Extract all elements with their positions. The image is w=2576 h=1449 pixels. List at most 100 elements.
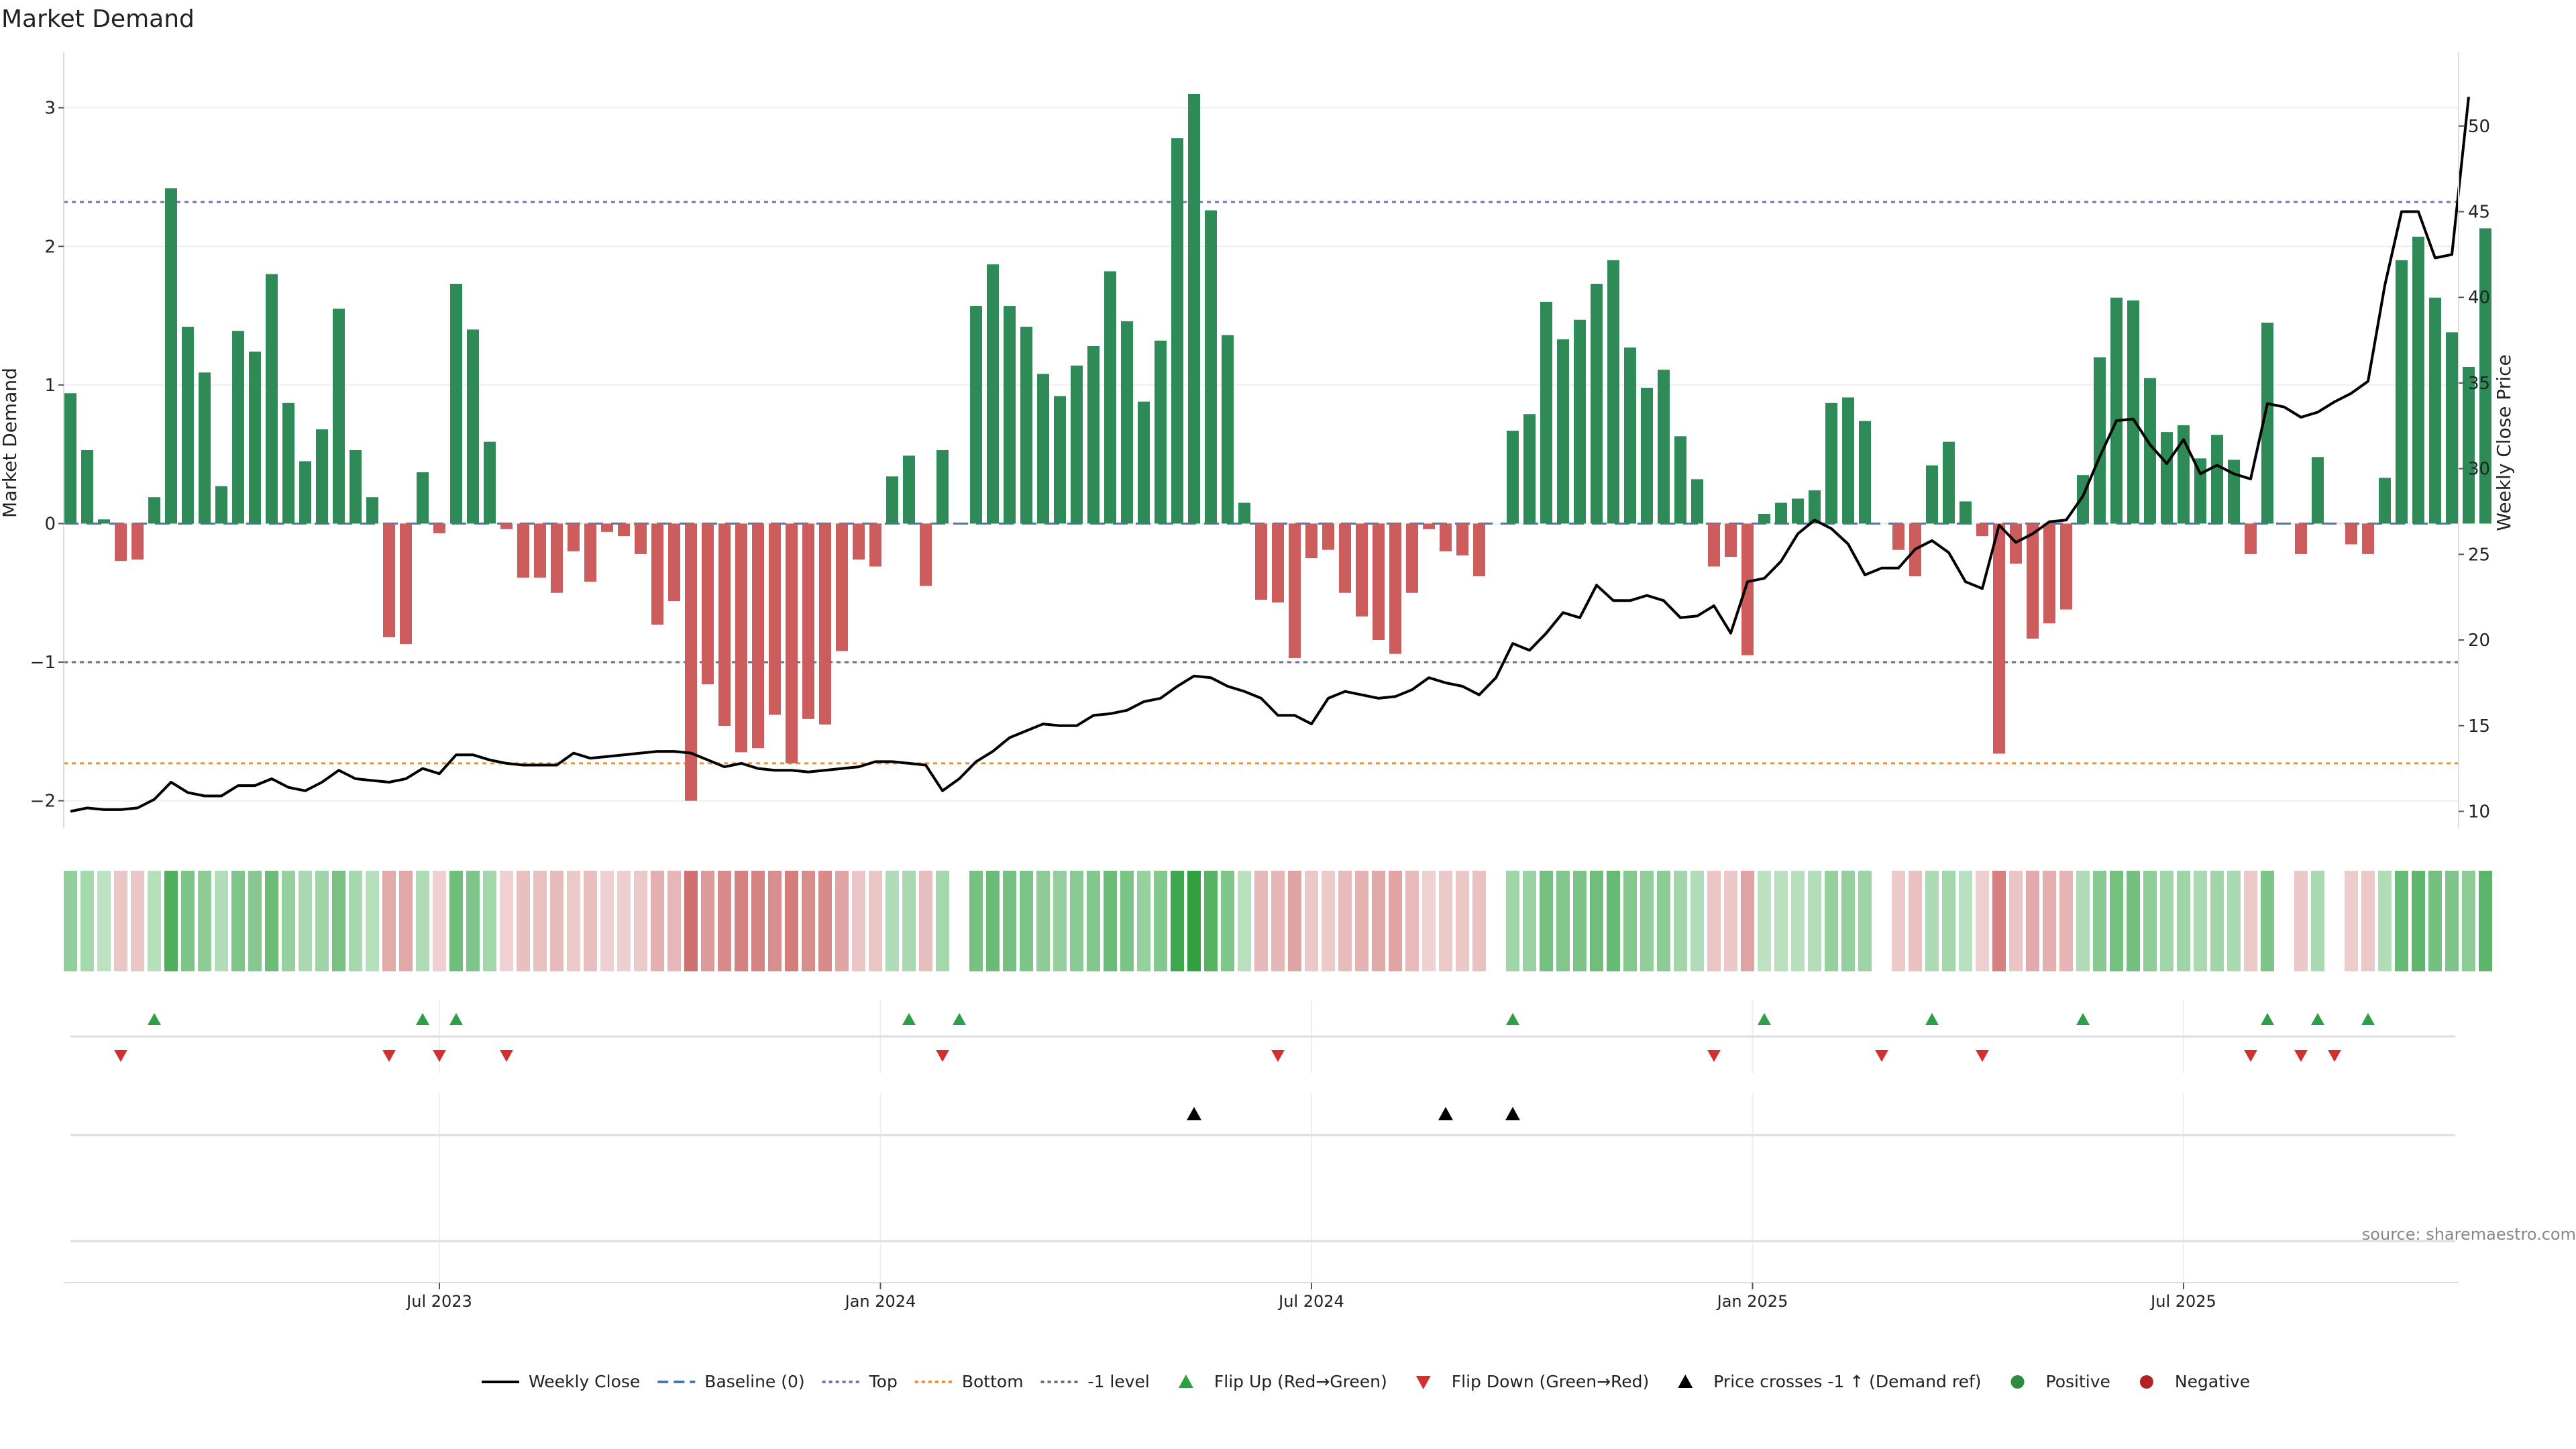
demand-bar <box>2362 523 2374 553</box>
demand-bar <box>1658 370 1670 523</box>
legend-label: Positive <box>2046 1372 2110 1391</box>
flip-up-marker <box>416 1013 429 1025</box>
heat-cell <box>1808 871 1821 971</box>
demand-bar <box>802 523 814 718</box>
heat-cell <box>2143 871 2157 971</box>
demand-bar <box>1943 442 1955 524</box>
heat-cell <box>198 871 211 971</box>
legend-label: -1 level <box>1088 1372 1150 1391</box>
heat-cell <box>2009 871 2023 971</box>
heat-cell <box>1355 871 1368 971</box>
heat-cell <box>1959 871 1972 971</box>
demand-bar <box>1607 260 1619 524</box>
demand-bar <box>249 352 261 523</box>
right-tick-label: 30 <box>2468 460 2490 480</box>
legend-item: Flip Up (Red→Green) <box>1179 1372 1387 1391</box>
demand-bar <box>635 523 647 553</box>
demand-bar <box>1171 138 1183 523</box>
right-tick-label: 20 <box>2468 631 2490 651</box>
heat-cell <box>416 871 429 971</box>
demand-bar <box>1775 502 1787 523</box>
heat-cell <box>1909 871 1922 971</box>
demand-bar <box>131 523 144 559</box>
heat-cell <box>215 871 228 971</box>
demand-bar <box>2295 523 2307 553</box>
demand-bar <box>500 523 513 529</box>
demand-bar <box>299 461 311 523</box>
heat-cell <box>567 871 580 971</box>
legend-item: Baseline (0) <box>657 1372 804 1391</box>
legend: Weekly Close Baseline (0) Top Bottom -1 leve… <box>482 1372 2250 1391</box>
demand-bar <box>853 523 865 559</box>
legend-item: Positive <box>2011 1372 2110 1391</box>
heat-cell <box>2059 871 2073 971</box>
demand-bar <box>2094 358 2106 524</box>
demand-bar <box>165 188 177 523</box>
demand-bars <box>64 94 2491 801</box>
heat-cell <box>2160 871 2174 971</box>
heat-cell <box>835 871 849 971</box>
heat-cell <box>1841 871 1855 971</box>
demand-bar <box>383 523 395 637</box>
demand-bar <box>685 523 697 800</box>
demand-bar <box>2077 475 2089 523</box>
demand-bar <box>2027 523 2039 638</box>
heat-cell <box>869 871 882 971</box>
demand-bar <box>1976 523 1988 536</box>
heat-cell <box>1623 871 1637 971</box>
legend-label: Price crosses -1 ↑ (Demand ref) <box>1713 1372 1981 1391</box>
flip-up-marker <box>2076 1013 2090 1025</box>
demand-bar <box>2312 457 2324 523</box>
demand-bar <box>1741 523 1754 655</box>
heat-cell <box>1674 871 1687 971</box>
legend-label: Weekly Close <box>529 1372 640 1391</box>
flip-panel <box>70 1000 2455 1073</box>
demand-bar <box>1456 523 1468 555</box>
right-tick-label: 40 <box>2468 288 2490 308</box>
heat-cell <box>2345 871 2358 971</box>
heat-cell <box>1154 871 1167 971</box>
flip-down-marker <box>2328 1050 2341 1062</box>
legend-swatch-triangle-up <box>1678 1375 1693 1388</box>
demand-bar <box>651 523 663 625</box>
heat-cell <box>1892 871 1905 971</box>
flip-down-marker <box>114 1050 127 1062</box>
heat-cell <box>1774 871 1788 971</box>
legend-swatch-circle <box>2140 1375 2153 1389</box>
demand-bar <box>987 264 999 523</box>
demand-bar <box>1507 431 1519 523</box>
heat-cell <box>1758 871 1771 971</box>
heat-cell <box>449 871 463 971</box>
legend-label: Negative <box>2175 1372 2250 1391</box>
heat-cell <box>768 871 782 971</box>
heat-cell <box>265 871 278 971</box>
heat-cell <box>1791 871 1805 971</box>
flip-down-marker <box>1271 1050 1285 1062</box>
heat-cell <box>735 871 748 971</box>
heat-cell <box>1053 871 1067 971</box>
heat-cell <box>1087 871 1100 971</box>
demand-bar <box>534 523 546 578</box>
demand-bar <box>81 450 93 524</box>
heat-cell <box>1976 871 1989 971</box>
demand-bar <box>786 523 798 763</box>
heat-cell <box>500 871 513 971</box>
demand-bar <box>1289 523 1301 657</box>
heat-cell <box>2227 871 2241 971</box>
demand-bar <box>1674 436 1686 523</box>
heat-cell <box>1020 871 1033 971</box>
demand-bar <box>199 372 211 523</box>
heat-cell <box>1590 871 1603 971</box>
heat-cell <box>315 871 329 971</box>
heat-cell <box>2043 871 2056 971</box>
right-tick-label: 45 <box>2468 203 2490 223</box>
heat-cell <box>1070 871 1083 971</box>
right-tick-label: 35 <box>2468 374 2490 394</box>
heat-cell <box>2127 871 2140 971</box>
legend-item: Price crosses -1 ↑ (Demand ref) <box>1678 1372 1981 1391</box>
heat-cell <box>802 871 815 971</box>
demand-bar <box>1809 490 1821 524</box>
y-axis-label-left: Market Demand <box>0 368 21 518</box>
demand-bar <box>1825 403 1837 524</box>
legend-item: Bottom <box>915 1372 1024 1391</box>
